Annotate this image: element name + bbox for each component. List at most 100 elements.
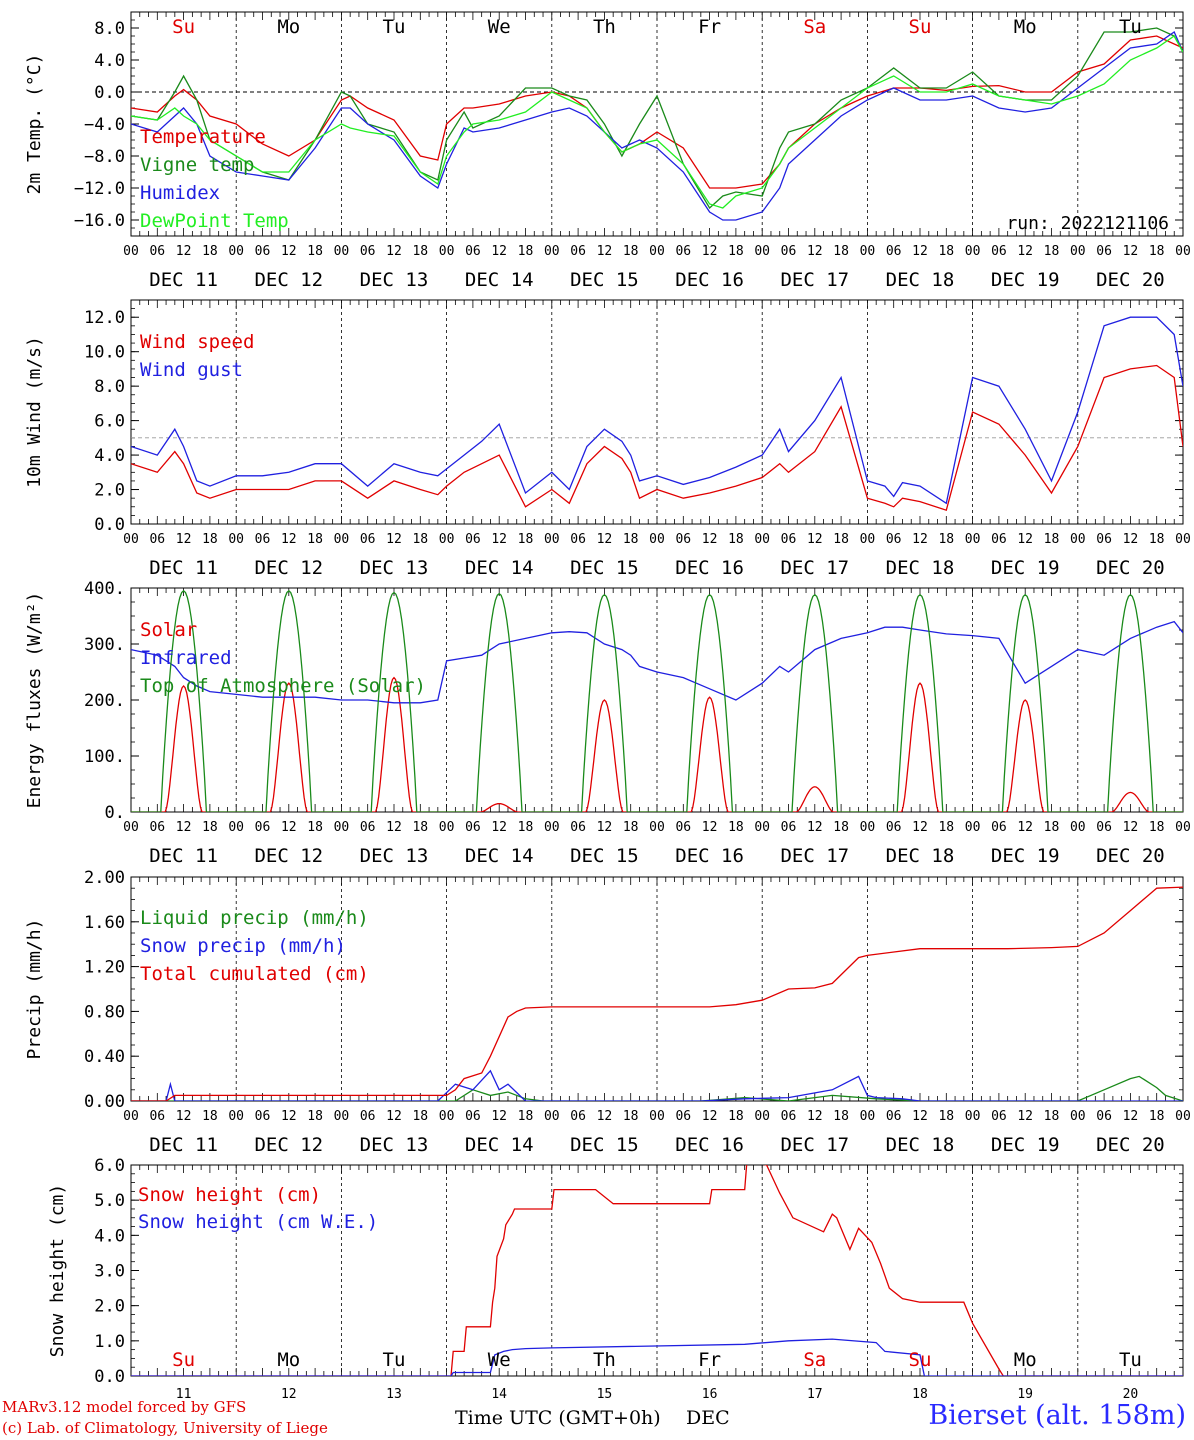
date-label: DEC 15 — [570, 1134, 639, 1156]
footer-model-credit: MARv3.12 model forced by GFS — [2, 1398, 247, 1416]
hour-tick-label: 18 — [202, 244, 218, 259]
hour-tick-label: 00 — [649, 1109, 665, 1124]
series-line-dewpoint-temp — [131, 35, 1183, 209]
legend-entry: Temperature — [140, 126, 266, 148]
hour-tick-label: 00 — [123, 820, 139, 835]
hour-tick-label: 12 — [1017, 1109, 1033, 1124]
hour-tick-label: 12 — [491, 820, 507, 835]
hour-tick-label: 06 — [675, 244, 691, 259]
series-line-snow-height-cm-w-e- — [131, 1338, 1183, 1376]
series-line-infrared — [131, 620, 1183, 704]
day-number-label: 19 — [1017, 1387, 1033, 1402]
hour-tick-label: 12 — [281, 1109, 297, 1124]
date-label: DEC 14 — [465, 1134, 534, 1156]
hour-tick-label: 06 — [465, 1109, 481, 1124]
date-label: DEC 11 — [149, 845, 218, 867]
hour-tick-label: 18 — [412, 244, 428, 259]
y-tick-label: 2.0 — [94, 1297, 125, 1317]
hour-tick-label: 00 — [123, 532, 139, 547]
y-tick-label: −8.0 — [84, 147, 125, 167]
date-label: DEC 11 — [149, 1134, 218, 1156]
plot-frame — [130, 299, 1184, 525]
hour-tick-label: 06 — [255, 820, 271, 835]
day-letter: Mo — [1014, 16, 1037, 38]
panel-3: 400. 300. 200. 100. 0. Energy fluxes (W/m²) So… — [24, 579, 1191, 867]
series-group — [131, 589, 1183, 812]
hour-tick-label: 18 — [1044, 532, 1060, 547]
series-line-snow-precip-mm-h- — [131, 1069, 1183, 1101]
date-label: DEC 18 — [886, 269, 955, 291]
hour-tick-label: 00 — [123, 244, 139, 259]
date-label: DEC 11 — [149, 269, 218, 291]
hour-tick-label: 06 — [886, 532, 902, 547]
hour-tick-label: 12 — [386, 820, 402, 835]
hour-tick-label: 18 — [623, 532, 639, 547]
hour-tick-label: 12 — [1123, 1109, 1139, 1124]
hour-tick-label: 12 — [281, 244, 297, 259]
hour-tick-label: 06 — [675, 820, 691, 835]
y-tick-label: 2.00 — [84, 868, 125, 888]
hour-tick-label: 00 — [228, 244, 244, 259]
hour-tick-label: 00 — [1175, 1109, 1191, 1124]
hour-tick-label: 12 — [912, 820, 928, 835]
date-label: DEC 13 — [360, 557, 429, 579]
hour-tick-label: 18 — [518, 532, 534, 547]
hour-tick-label: 06 — [255, 1109, 271, 1124]
y-tick-label: 12.0 — [84, 308, 125, 328]
hour-tick-label: 00 — [860, 1109, 876, 1124]
hour-tick-label: 18 — [1149, 532, 1165, 547]
series-line-total-cumulated-cm- — [131, 886, 1183, 1101]
footer-month-label: DEC — [686, 1407, 730, 1429]
hour-tick-label: 18 — [412, 1109, 428, 1124]
legend-entry: Infrared — [140, 647, 232, 669]
day-letter: Su — [172, 16, 195, 38]
date-label: DEC 15 — [570, 269, 639, 291]
hour-tick-label: 12 — [1017, 244, 1033, 259]
hour-tick-label: 12 — [281, 820, 297, 835]
hour-tick-label: 00 — [860, 244, 876, 259]
hour-tick-label: 06 — [570, 1109, 586, 1124]
panels-group: 8.0 4.0 0.0 −4.0 −8.0 −12.0 −16.0 2m Temp. (°C)… — [24, 11, 1191, 1402]
y-tick-label: 10.0 — [84, 343, 125, 363]
date-label: DEC 12 — [254, 269, 323, 291]
hour-tick-label: 12 — [176, 1109, 192, 1124]
panel-1: 8.0 4.0 0.0 −4.0 −8.0 −12.0 −16.0 2m Temp. (°C)… — [24, 11, 1191, 291]
y-tick-label: 4.0 — [94, 1226, 125, 1246]
day-letter: Sa — [803, 16, 826, 38]
legend-entry: Top of Atmosphere (Solar) — [140, 675, 426, 697]
date-label: DEC 14 — [465, 269, 534, 291]
hour-tick-label: 06 — [781, 1109, 797, 1124]
hour-tick-label: 12 — [386, 532, 402, 547]
hour-tick-label: 18 — [938, 820, 954, 835]
hour-tick-label: 00 — [649, 532, 665, 547]
date-label: DEC 17 — [780, 845, 849, 867]
date-label: DEC 20 — [1096, 269, 1165, 291]
date-label: DEC 15 — [570, 845, 639, 867]
y-tick-label: 1.0 — [94, 1332, 125, 1352]
y-axis-label: 10m Wind (m/s) — [24, 336, 45, 488]
hour-tick-label: 12 — [807, 1109, 823, 1124]
day-number-label: 18 — [912, 1387, 928, 1402]
legend-entry: Snow height (cm W.E.) — [138, 1211, 378, 1233]
hour-tick-label: 00 — [754, 1109, 770, 1124]
date-label: DEC 16 — [675, 269, 744, 291]
day-letter: Th — [593, 1349, 616, 1371]
hour-tick-label: 00 — [1070, 1109, 1086, 1124]
y-tick-label: 5.0 — [94, 1191, 125, 1211]
y-tick-label: 0.40 — [84, 1047, 125, 1067]
y-tick-label: 0.0 — [94, 1367, 125, 1387]
hour-tick-label: 00 — [439, 1109, 455, 1124]
hour-tick-label: 18 — [1149, 1109, 1165, 1124]
series-group — [131, 886, 1183, 1101]
hour-tick-label: 18 — [518, 244, 534, 259]
y-tick-label: 2.0 — [94, 481, 125, 501]
day-letter: Su — [909, 1349, 932, 1371]
hour-tick-label: 06 — [675, 1109, 691, 1124]
hour-tick-label: 00 — [860, 532, 876, 547]
date-label: DEC 18 — [886, 845, 955, 867]
hour-tick-label: 18 — [412, 532, 428, 547]
hour-tick-label: 00 — [439, 532, 455, 547]
hour-tick-label: 00 — [123, 1109, 139, 1124]
hour-tick-label: 06 — [360, 244, 376, 259]
